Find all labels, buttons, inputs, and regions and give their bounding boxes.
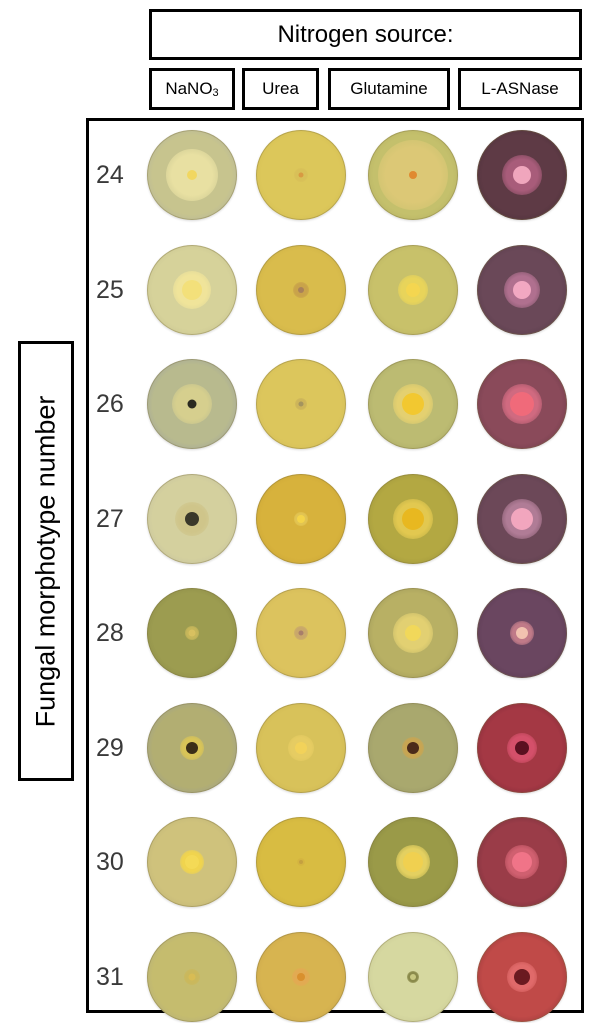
column-header-glutamine: Glutamine	[328, 68, 450, 110]
petri-plate-24-1	[256, 130, 346, 220]
petri-plate-25-2	[368, 245, 458, 335]
petri-plate-29-0	[147, 703, 237, 793]
colony-center	[297, 515, 305, 523]
column-header-label: NaNO3	[165, 79, 219, 99]
colony-center	[298, 172, 304, 178]
petri-plate-31-0	[147, 932, 237, 1022]
row-label-27: 27	[96, 505, 124, 533]
colony-center	[298, 630, 304, 636]
petri-plate-29-1	[256, 703, 346, 793]
row-label-24: 24	[96, 161, 124, 189]
row-label-31: 31	[96, 963, 124, 991]
petri-plate-26-2	[368, 359, 458, 449]
petri-plate-26-1	[256, 359, 346, 449]
petri-plate-29-3	[477, 703, 567, 793]
column-header-label: Glutamine	[350, 79, 428, 98]
colony-center	[513, 166, 531, 184]
colony-center	[511, 508, 533, 530]
petri-plate-29-2	[368, 703, 458, 793]
petri-plate-28-3	[477, 588, 567, 678]
petri-plate-24-3	[477, 130, 567, 220]
nitrogen-source-title: Nitrogen source:	[277, 20, 454, 48]
y-axis-label-box: Fungal morphotype number	[18, 341, 74, 781]
petri-plate-25-1	[256, 245, 346, 335]
colony-center	[410, 974, 416, 980]
column-header-label: L-ASNase	[481, 79, 559, 98]
colony-center	[187, 170, 197, 180]
colony-center	[405, 625, 421, 641]
petri-plate-30-2	[368, 817, 458, 907]
row-label-30: 30	[96, 848, 124, 876]
row-label-29: 29	[96, 734, 124, 762]
petri-plate-30-0	[147, 817, 237, 907]
colony-center	[403, 852, 423, 872]
colony-center	[299, 860, 303, 864]
colony-center	[297, 973, 305, 981]
colony-center	[409, 171, 417, 179]
colony-center	[295, 742, 307, 754]
petri-plate-27-0	[147, 474, 237, 564]
colony-center	[185, 512, 199, 526]
petri-plate-28-0	[147, 588, 237, 678]
column-header-l-asnase: L-ASNase	[458, 68, 582, 110]
petri-plate-26-3	[477, 359, 567, 449]
petri-plate-28-1	[256, 588, 346, 678]
petri-plate-27-3	[477, 474, 567, 564]
petri-plate-28-2	[368, 588, 458, 678]
y-axis-label: Fungal morphotype number	[30, 395, 61, 727]
colony-center	[185, 855, 199, 869]
colony-center	[513, 281, 531, 299]
colony-center	[407, 742, 419, 754]
colony-center	[188, 973, 196, 981]
colony-center	[514, 969, 530, 985]
petri-plate-25-0	[147, 245, 237, 335]
petri-plate-27-2	[368, 474, 458, 564]
petri-plate-25-3	[477, 245, 567, 335]
colony-center	[512, 852, 532, 872]
colony-center	[186, 742, 198, 754]
colony-center	[406, 283, 420, 297]
colony-center	[402, 508, 424, 530]
colony-center	[298, 401, 304, 407]
petri-plate-26-0	[147, 359, 237, 449]
row-label-26: 26	[96, 390, 124, 418]
colony-center	[298, 287, 304, 293]
petri-plate-31-3	[477, 932, 567, 1022]
column-header-urea: Urea	[242, 68, 319, 110]
petri-plate-30-3	[477, 817, 567, 907]
petri-plate-27-1	[256, 474, 346, 564]
row-label-28: 28	[96, 619, 124, 647]
row-label-25: 25	[96, 276, 124, 304]
colony-center	[188, 629, 196, 637]
colony-center	[510, 392, 534, 416]
colony-center	[402, 393, 424, 415]
column-header-nano3: NaNO3	[149, 68, 235, 110]
colony-center	[187, 399, 197, 409]
petri-plate-24-0	[147, 130, 237, 220]
colony-center	[182, 280, 202, 300]
colony-center	[515, 741, 529, 755]
petri-plate-31-2	[368, 932, 458, 1022]
nitrogen-source-title-box: Nitrogen source:	[149, 9, 582, 60]
petri-plate-24-2	[368, 130, 458, 220]
colony-center	[516, 627, 528, 639]
petri-plate-31-1	[256, 932, 346, 1022]
column-header-label: Urea	[262, 79, 299, 98]
petri-plate-30-1	[256, 817, 346, 907]
